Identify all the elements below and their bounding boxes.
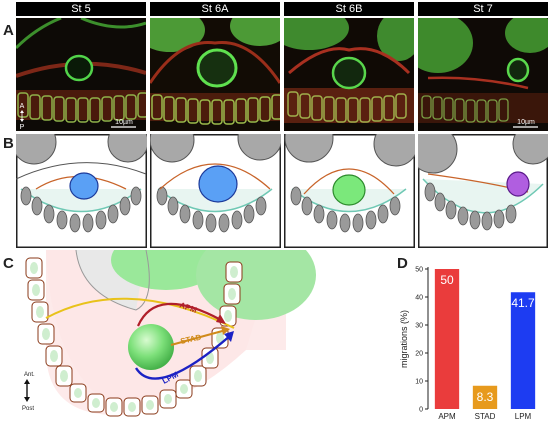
y-axis-label: migrations (%) [399,310,409,368]
x-tick-label-lpm: LPM [515,412,532,421]
micrograph-st6b [284,18,414,131]
migration-bar-chart: 0 10 20 30 40 50 migrations (%) 50 APM 8.3 STAD 41.… [399,267,536,421]
y-tick-label: 40 [415,295,423,302]
panel-label-a: A [3,22,14,39]
micrograph-st7: 10µm [418,18,548,131]
data-label-apm: 50 [440,273,454,287]
axis-c-anterior: Ant. [24,372,35,378]
x-tick-label-stad: STAD [475,412,496,421]
data-label-stad: 8.3 [477,390,494,404]
bar-apm [434,269,460,409]
bar-stad [472,385,498,409]
schematic-st7 [418,134,548,248]
scale-bar-label-st5: 10µm [115,119,133,126]
stage-header-1: St 5 [16,2,146,16]
y-tick-label: 20 [415,351,423,358]
micrograph-st6a [150,18,280,131]
axis-c-posterior: Post [22,406,34,412]
panel-label-d: D [397,255,408,272]
data-label-lpm: 41.7 [511,296,535,310]
schematic-st6b [284,134,415,248]
migration-diagram: APM STAD LPM Ant. Post [22,250,316,417]
label-stad: STAD [180,333,203,346]
stage-header-4: St 7 [418,2,548,16]
bar-lpm [510,292,536,409]
y-tick-label: 50 [415,267,423,274]
schematic-st6a [150,134,281,248]
y-tick-label: 30 [415,323,423,330]
axis-a-posterior: P [20,124,25,131]
micrograph-st5: 10µm A P [16,18,146,131]
axis-a-anterior: A [20,103,25,110]
y-tick-label: 10 [415,379,423,386]
scale-bar-label-st7: 10µm [517,119,535,126]
y-tick-label: 0 [419,407,423,414]
x-tick-label-apm: APM [438,412,456,421]
panel-label-c: C [3,255,14,272]
schematic-st5 [16,134,147,248]
stage-header-3: St 6B [284,2,414,16]
panel-label-b: B [3,135,14,152]
stage-header-2: St 6A [150,2,280,16]
